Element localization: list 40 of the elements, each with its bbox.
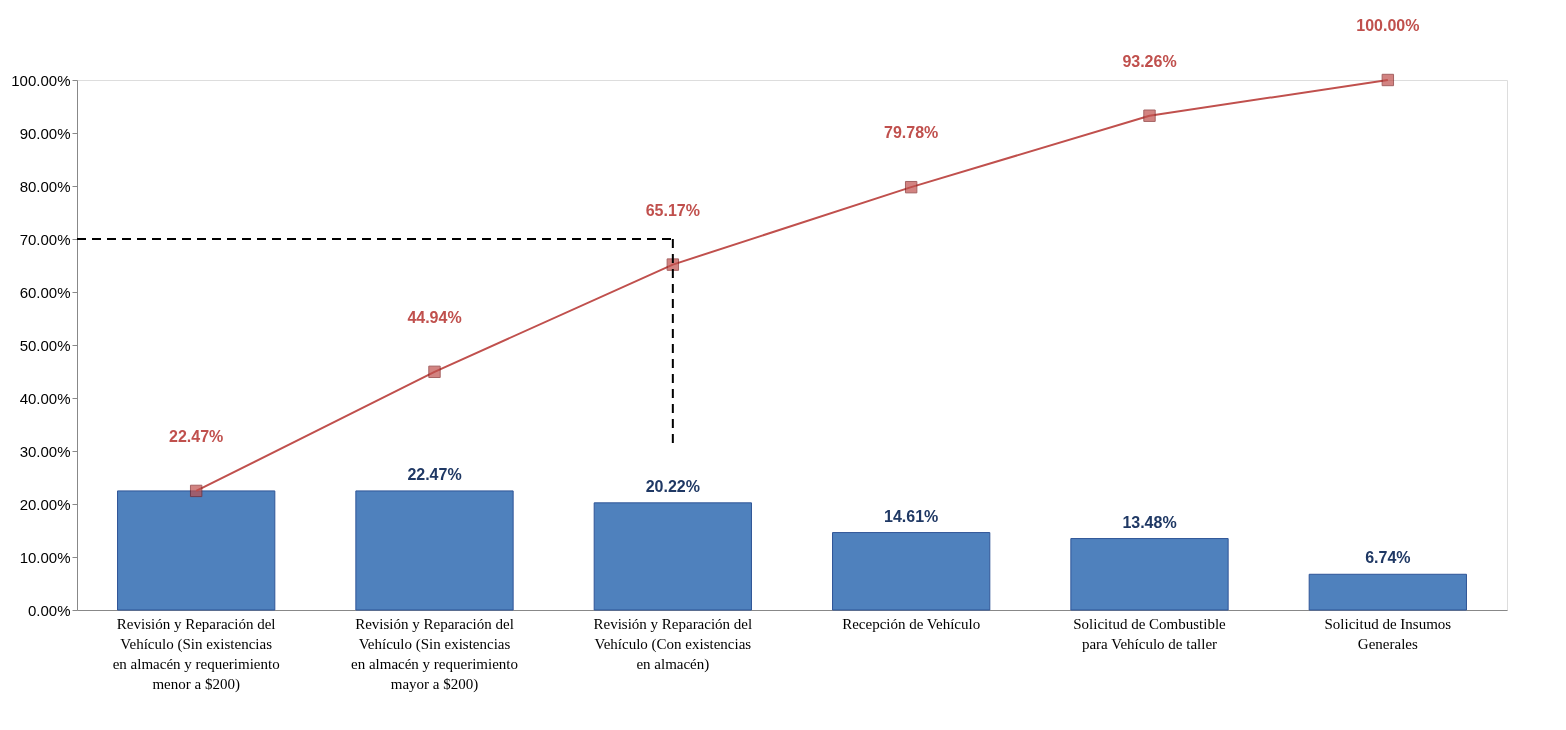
data-label: 22.47% bbox=[169, 427, 224, 445]
y-tick-label: 70.00% bbox=[19, 230, 71, 248]
point bbox=[666, 258, 680, 271]
point bbox=[1143, 109, 1156, 122]
bar bbox=[1308, 573, 1467, 611]
data-label: 22.47% bbox=[407, 465, 462, 483]
y-tick-label: 40.00% bbox=[19, 389, 71, 407]
y-tick-label: 20.00% bbox=[19, 495, 71, 513]
point bbox=[904, 180, 918, 194]
bar bbox=[593, 502, 752, 611]
data-label: 93.26% bbox=[1122, 52, 1177, 70]
x-tick-label: Solicitud de Insumos Generales bbox=[1324, 615, 1452, 652]
x-tick-label: Recepción de Vehículo bbox=[842, 615, 981, 632]
x-tick-label: Revisión y Reparación del Vehículo (Sin existencias en almacén y requerimiento menor a $200) bbox=[112, 615, 280, 693]
y-tick-label: 100.00% bbox=[11, 71, 71, 89]
data-label: 14.61% bbox=[884, 507, 939, 525]
y-tick-label: 30.00% bbox=[19, 442, 71, 460]
data-label: 65.17% bbox=[645, 201, 700, 219]
bar bbox=[832, 532, 991, 611]
point bbox=[1381, 73, 1395, 87]
y-tick-label: 0.00% bbox=[27, 601, 71, 619]
y-tick-label: 10.00% bbox=[19, 548, 71, 566]
y-tick-label: 90.00% bbox=[19, 124, 71, 142]
bar bbox=[117, 490, 276, 611]
point bbox=[189, 484, 203, 498]
point bbox=[428, 365, 441, 379]
bar bbox=[355, 490, 514, 611]
x-tick-label: Solicitud de Combustible para Vehículo de taller bbox=[1073, 615, 1227, 652]
bar bbox=[1070, 538, 1229, 611]
data-label: 79.78% bbox=[884, 124, 939, 142]
data-label: 100.00% bbox=[1356, 17, 1420, 34]
y-tick-label: 50.00% bbox=[19, 336, 71, 354]
data-label: 20.22% bbox=[645, 477, 700, 495]
x-tick-label: Revisión y Reparación del Vehículo (Sin existencias en almacén y requerimiento mayor a $200) bbox=[350, 615, 519, 693]
y-tick-label: 80.00% bbox=[19, 177, 71, 195]
x-tick-label: Revisión y Reparación del Vehículo (Con existencias en almacén) bbox=[593, 615, 753, 673]
data-label: 6.74% bbox=[1365, 549, 1411, 567]
y-tick-label: 60.00% bbox=[19, 283, 71, 301]
data-label: 44.94% bbox=[407, 308, 462, 326]
data-label: 13.48% bbox=[1122, 513, 1177, 531]
